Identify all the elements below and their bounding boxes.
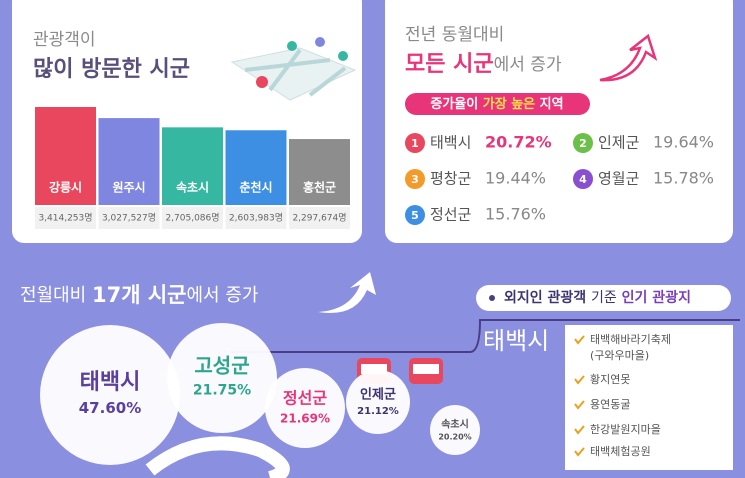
section-title: 전월대비 17개 시군에서 증가 [20, 283, 258, 307]
heading-mid: 기준 [591, 290, 617, 306]
region-name: 평창군 [430, 170, 472, 188]
bullet [489, 295, 495, 301]
bubble [40, 325, 180, 465]
growth-rate: 19.64% [653, 133, 714, 152]
check-icon [574, 400, 585, 410]
bubble-name: 속초시 [441, 418, 469, 431]
title-rest: 에서 증가 [494, 55, 562, 75]
spot: 용연동굴 [590, 398, 630, 411]
bar [225, 130, 287, 205]
rank-number: 3 [411, 173, 419, 186]
badge-highlight: 가장 높은 [483, 96, 535, 112]
bubble-rate: 21.12% [357, 406, 399, 417]
spot: 태백해바라기축제 [590, 332, 671, 346]
region-name: 인제군 [598, 134, 640, 152]
value-label: 2,297,674명 [292, 213, 346, 224]
check-icon [574, 425, 585, 435]
rank-badge [405, 205, 425, 225]
growth-rate: 19.44% [485, 169, 546, 188]
bubble [167, 323, 277, 433]
spot: 황지연못 [590, 373, 630, 386]
value-label: 3,414,253명 [38, 213, 92, 224]
region-name: 태백시 [430, 134, 471, 152]
bar-label: 강릉시 [49, 180, 82, 195]
growth-rate: 15.76% [485, 205, 546, 224]
title-start: 전월대비 [20, 285, 86, 306]
rank-badge [573, 169, 593, 189]
bar-label: 춘천시 [239, 180, 272, 195]
bubble-rate: 20.20% [438, 433, 471, 442]
bar-label: 속초시 [176, 181, 209, 195]
bar [289, 139, 350, 205]
subtitle: 관광객이 [33, 30, 96, 50]
region-name: 정선군 [430, 206, 472, 224]
rank-badge [573, 133, 593, 153]
check-icon [574, 447, 585, 457]
subtitle: 전년 동월대비 [405, 25, 504, 45]
growth-rate: 15.78% [653, 169, 714, 188]
bubble-rate: 21.69% [280, 411, 330, 425]
bubble-name: 정선군 [283, 389, 327, 408]
road [145, 436, 290, 478]
rank-badge [405, 133, 425, 153]
spot: 한강발원지마을 [590, 423, 661, 436]
bubble-name: 고성군 [194, 354, 249, 378]
cable [230, 319, 740, 353]
title: 모든 시군에서 증가 [405, 52, 562, 77]
bubble [265, 368, 345, 448]
heading-highlight: 인기 관광지 [622, 289, 691, 306]
bar [35, 107, 96, 205]
value-label: 2,705,086명 [165, 213, 219, 224]
title: 많이 방문한 시군 [33, 57, 190, 82]
title-highlight: 17개 시군 [92, 283, 187, 307]
value-box [162, 207, 223, 229]
value-label: 2,603,983명 [229, 213, 283, 224]
region-name: 영월군 [598, 170, 640, 188]
spot: 태백체험공원 [590, 445, 651, 458]
value-label: 3,027,527명 [102, 213, 156, 224]
check-icon [574, 375, 585, 385]
badge [405, 93, 590, 115]
badge-end: 지역 [540, 96, 564, 112]
title-highlight: 모든 시군 [405, 52, 494, 77]
heading: 외지인 관광객 기준 인기 관광지 [504, 289, 691, 306]
bubble-name: 태백시 [80, 370, 141, 395]
map-illustration [230, 37, 357, 101]
bubble-rate: 21.75% [193, 383, 251, 399]
bubble-rate: 47.60% [79, 399, 141, 417]
badge-text: 증가율이 가장 높은 지역 [430, 96, 563, 112]
heading-pill [476, 285, 731, 311]
heading-start: 외지인 관광객 [504, 289, 586, 306]
rank-number: 4 [579, 173, 587, 186]
bubble [346, 370, 410, 434]
rank-number: 5 [411, 209, 419, 222]
value-box [98, 207, 160, 229]
spot: (구와우마을) [590, 349, 649, 362]
value-box [289, 207, 350, 229]
rank-number: 2 [579, 137, 587, 150]
spot-list [565, 325, 733, 470]
rank-badge [405, 169, 425, 189]
arrow-icon [318, 272, 376, 314]
badge-start: 증가율이 [430, 96, 478, 112]
panel [385, 0, 733, 243]
bubble [430, 405, 480, 455]
bar [162, 127, 223, 205]
value-box [225, 207, 287, 229]
title-end: 에서 증가 [186, 285, 258, 306]
bubble-name: 인제군 [360, 386, 396, 402]
value-box [35, 207, 96, 229]
growth-rate: 20.72% [485, 133, 552, 152]
bar [98, 118, 160, 205]
bar-label: 홍천군 [303, 180, 336, 195]
check-icon [574, 335, 585, 345]
bar-label: 원주시 [112, 181, 145, 195]
city: 태백시 [483, 327, 549, 355]
arrow-icon [599, 33, 658, 82]
rank-number: 1 [411, 137, 419, 150]
